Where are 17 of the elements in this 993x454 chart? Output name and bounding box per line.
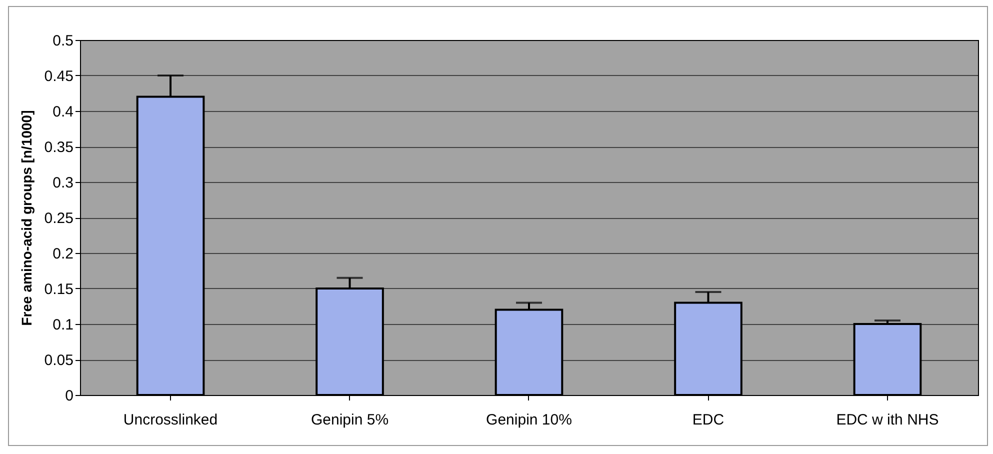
y-axis-title: Free amino-acid groups [n/1000] (18, 110, 34, 326)
y-tick-label: 0.1 (52, 316, 74, 334)
y-tick-label: 0.3 (52, 174, 74, 192)
y-tick-label: 0.4 (52, 104, 74, 120)
y-tick-label: 0.15 (44, 281, 74, 298)
y-tick-label: 0.05 (44, 352, 74, 369)
y-tick-label: 0.5 (52, 32, 74, 50)
x-tick-label: EDC (692, 412, 724, 428)
y-tick-label: 0 (65, 388, 74, 404)
y-tick-label: 0.35 (44, 139, 74, 156)
y-tick-label: 0.2 (52, 246, 74, 262)
y-tick-label: 0.45 (44, 68, 74, 85)
x-tick-label: Genipin 5% (310, 412, 389, 428)
x-tick-label: EDC w ith NHS (836, 412, 939, 428)
y-tick-label: 0.25 (44, 210, 74, 227)
x-tick-label: Genipin 10% (486, 412, 572, 428)
x-tick-label: Uncrosslinked (123, 412, 218, 428)
